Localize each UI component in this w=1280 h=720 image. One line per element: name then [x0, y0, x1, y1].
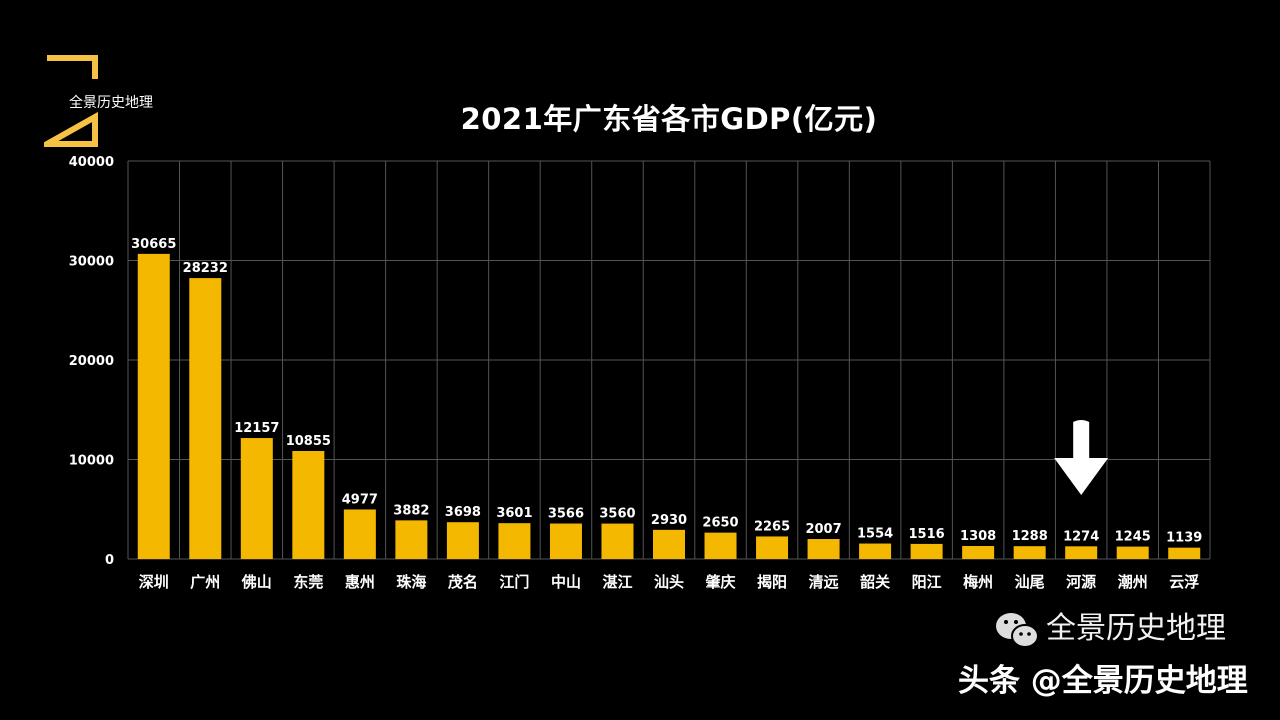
data-label: 3560 — [599, 507, 635, 522]
bar — [653, 529, 685, 559]
data-label: 1274 — [1063, 529, 1099, 544]
logo-text: 全景历史地理 — [69, 95, 153, 111]
bar — [240, 438, 273, 559]
x-tick-label: 清远 — [809, 573, 839, 591]
y-tick-label: 40000 — [69, 155, 114, 170]
x-tick-label: 汕头 — [654, 573, 684, 591]
wechat-icon — [996, 613, 1039, 648]
x-tick-label: 佛山 — [241, 573, 272, 591]
data-label: 4977 — [342, 492, 378, 507]
data-label: 1516 — [909, 527, 945, 542]
bar — [807, 539, 840, 559]
bar — [704, 532, 737, 559]
data-label: 28232 — [183, 261, 228, 276]
data-label: 2265 — [754, 519, 790, 534]
data-label: 30665 — [131, 237, 176, 252]
y-tick-label: 30000 — [69, 255, 114, 270]
bar — [1116, 546, 1149, 559]
bar — [910, 543, 943, 559]
y-tick-label: 10000 — [69, 454, 114, 469]
bar — [549, 523, 582, 559]
bar — [962, 545, 995, 559]
data-label: 1139 — [1166, 531, 1202, 546]
bar — [292, 450, 325, 559]
bar — [189, 278, 222, 559]
data-label: 2650 — [702, 516, 738, 531]
logo-bracket-icon — [44, 55, 98, 147]
x-tick-label: 广州 — [190, 573, 220, 591]
x-tick-label: 潮州 — [1118, 573, 1148, 591]
data-label: 3566 — [548, 507, 584, 522]
bar — [1013, 546, 1046, 559]
data-label: 1308 — [960, 529, 996, 544]
x-tick-label: 河源 — [1066, 573, 1096, 591]
x-tick-label: 珠海 — [396, 573, 426, 591]
x-tick-label: 汕尾 — [1015, 573, 1045, 591]
bar — [756, 536, 789, 559]
y-tick-label: 0 — [105, 553, 114, 568]
x-tick-label: 茂名 — [448, 573, 478, 591]
x-tick-label: 中山 — [551, 573, 581, 591]
bar — [395, 520, 428, 559]
arrow-down-icon — [1054, 420, 1109, 495]
x-tick-label: 揭阳 — [757, 573, 787, 591]
y-tick-label: 20000 — [69, 354, 114, 369]
bar — [1065, 546, 1098, 559]
x-tick-label: 梅州 — [963, 573, 993, 591]
x-tick-label: 云浮 — [1169, 573, 1199, 591]
data-label: 1245 — [1115, 530, 1151, 545]
data-label: 2930 — [651, 513, 687, 528]
chart-title: 2021年广东省各市GDP(亿元) — [460, 102, 878, 136]
data-label: 3882 — [393, 503, 429, 518]
bar — [498, 523, 531, 559]
x-tick-label: 湛江 — [602, 573, 632, 591]
bar — [137, 253, 170, 560]
watermark-platform: 头条 — [958, 663, 1020, 699]
watermark-overlay: 全景历史地理 — [1046, 611, 1226, 646]
x-tick-label: 江门 — [499, 573, 529, 591]
x-tick-label: 阳江 — [912, 573, 942, 591]
x-tick-label: 深圳 — [139, 573, 169, 591]
bar — [859, 543, 892, 559]
x-tick-label: 惠州 — [345, 573, 375, 591]
x-tick-label: 肇庆 — [705, 573, 736, 591]
watermark-handle: @全景历史地理 — [1030, 663, 1248, 699]
data-label: 3601 — [496, 506, 532, 521]
data-label: 10855 — [286, 434, 331, 449]
data-label: 12157 — [234, 421, 279, 436]
bar — [446, 522, 479, 559]
data-label: 2007 — [805, 522, 841, 537]
data-label: 1288 — [1012, 529, 1048, 544]
data-label: 1554 — [857, 527, 893, 542]
bar — [601, 523, 634, 559]
watermark: 头条 @全景历史地理 — [958, 664, 1248, 698]
data-label: 3698 — [445, 505, 481, 520]
x-tick-label: 东莞 — [293, 573, 323, 591]
bar — [1168, 547, 1201, 559]
bar — [343, 509, 376, 559]
x-tick-label: 韶关 — [860, 573, 890, 591]
